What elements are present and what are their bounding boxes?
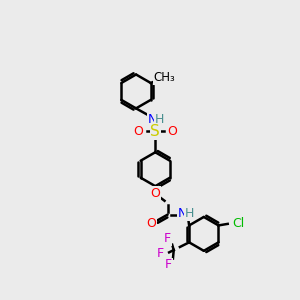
Text: F: F [156,247,164,260]
Text: F: F [164,232,171,245]
Text: O: O [146,218,156,230]
Text: H: H [154,113,164,126]
Text: O: O [167,125,177,138]
Text: O: O [134,125,143,138]
Text: Cl: Cl [232,218,244,230]
Text: S: S [150,124,160,139]
Text: N: N [148,113,157,126]
Text: N: N [178,207,187,220]
Text: H: H [184,207,194,220]
Text: CH₃: CH₃ [154,71,175,84]
Text: O: O [150,187,160,200]
Text: F: F [165,258,172,271]
